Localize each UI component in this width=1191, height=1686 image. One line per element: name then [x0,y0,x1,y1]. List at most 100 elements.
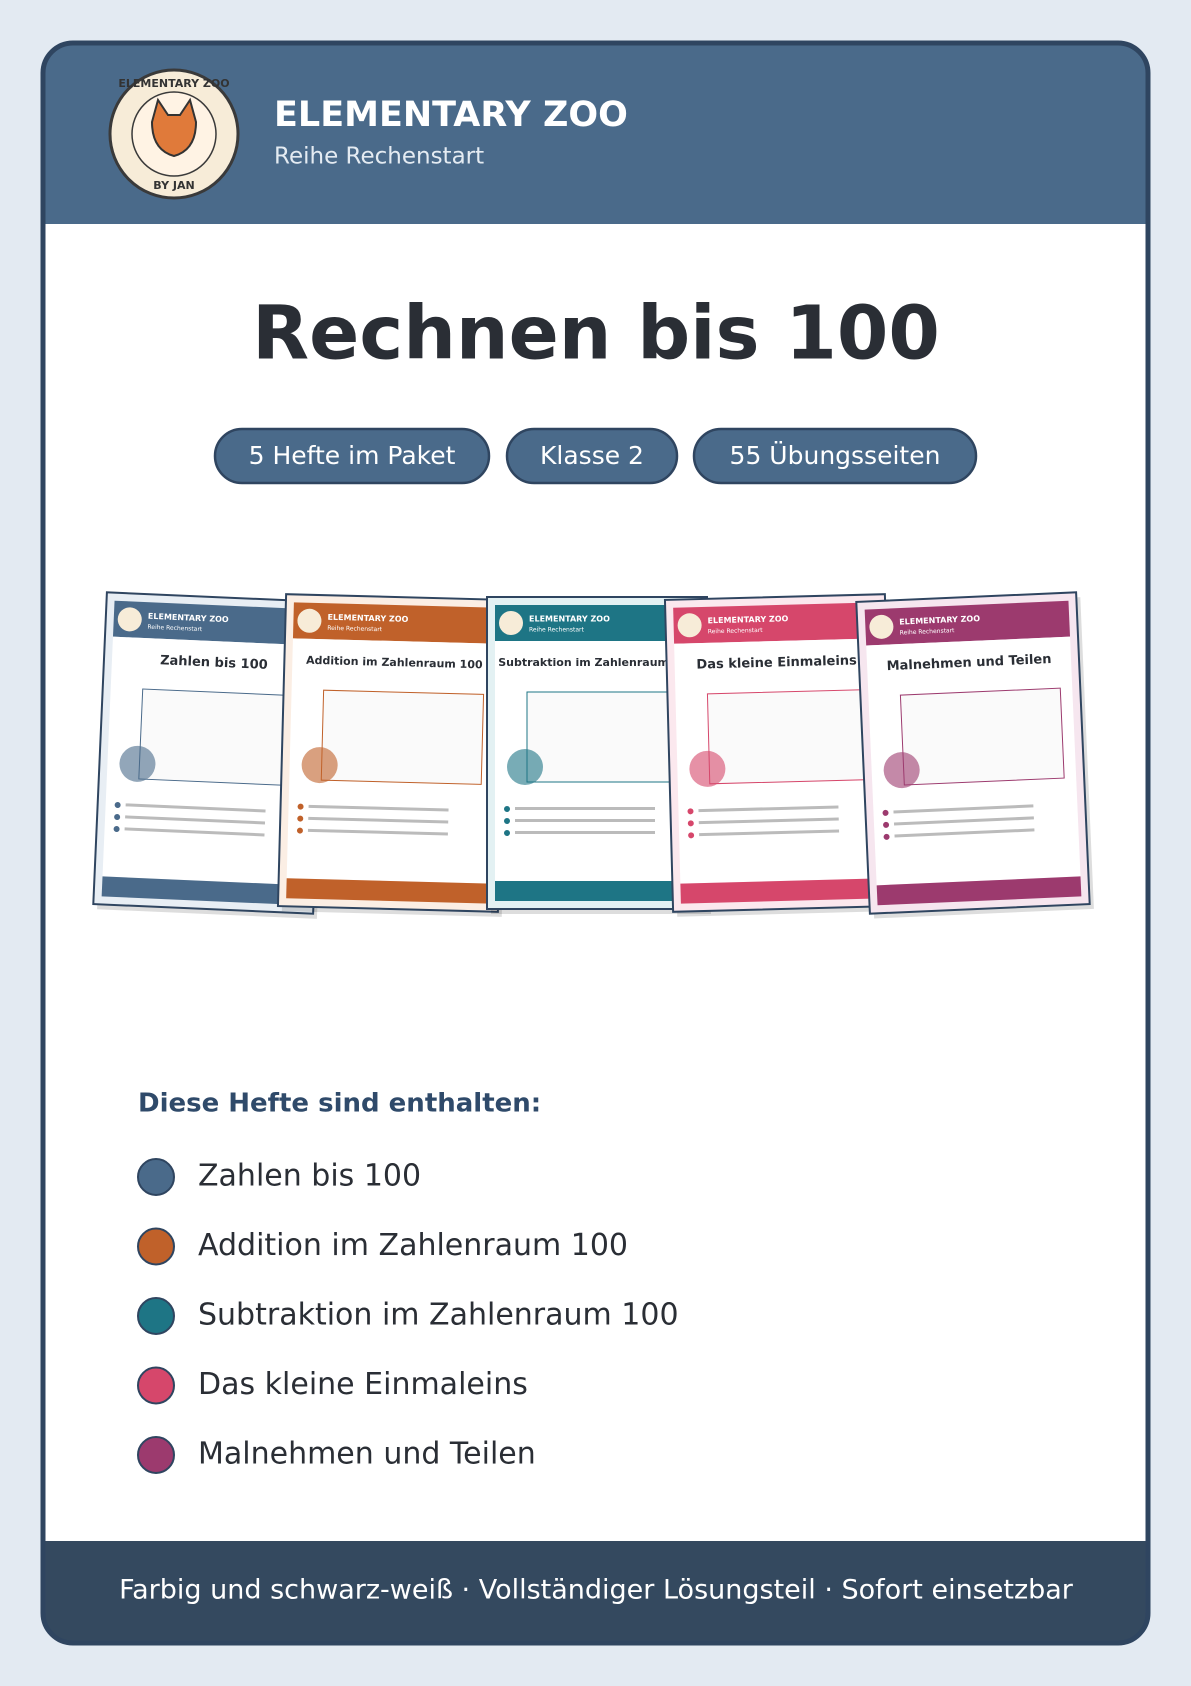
pill-label: 5 Hefte im Paket [249,441,456,470]
booklet-bullet [114,802,121,809]
booklet-series: Reihe Rechenstart [327,625,383,633]
booklet-brand: ELEMENTARY ZOO [327,613,408,624]
booklet-bullet [882,809,889,816]
list-bullet [137,1366,175,1405]
booklet-line [893,804,1034,814]
footer-text: Farbig und schwarz-weiß · Vollständiger … [119,1575,1074,1606]
booklet-series: Reihe Rechenstart [147,624,203,633]
booklet-logo [677,613,702,638]
footer-band [43,1541,1148,1643]
booklet-mascot [119,745,156,782]
booklet-series: Reihe Rechenstart [708,627,764,635]
booklet-header [292,602,498,644]
booklet-logo [297,608,322,633]
booklet-header [864,600,1071,646]
booklet-bullet [688,832,695,839]
booklet-line [125,815,266,825]
booklet-preview [899,687,1065,786]
booklet-bullet [687,808,694,815]
main-title: Rechnen bis 100 [252,291,940,377]
pill-label: 55 Übungsseiten [730,441,941,470]
booklet-line [308,804,449,812]
booklet-bullet [883,833,890,840]
booklet-brand: ELEMENTARY ZOO [707,614,788,625]
booklet-footer [495,881,699,901]
booklet-bullet [114,814,121,821]
logo-text: ELEMENTARY ZOO [118,77,229,90]
pill [213,427,491,485]
booklet-footer [101,876,307,906]
booklet-line [515,807,655,810]
booklet-line [124,827,265,837]
booklet-bullet [297,815,304,822]
pill [505,427,679,485]
list-bullet [137,1227,175,1266]
booklet-logo [869,614,894,639]
booklet-mascot [507,749,543,785]
booklet-preview [138,688,304,787]
booklet-line [893,816,1034,826]
booklet-footer [286,878,491,904]
booklet-line [125,803,266,813]
booklet-line [515,831,655,834]
booklet-footer [680,878,885,904]
list-item: Das kleine Einmaleins [198,1367,528,1402]
booklet-header [673,602,879,644]
booklet-logo [117,607,142,632]
booklet-preview [706,689,871,785]
booklet-brand: ELEMENTARY ZOO [148,612,229,625]
booklet-mascot [883,752,920,789]
booklet-title: Malnehmen und Teilen [886,652,1051,674]
booklet-line [515,819,655,822]
booklet-bullet [113,825,120,832]
booklet-line [307,828,448,836]
list-bullet [137,1158,175,1196]
booklet-logo [499,611,523,635]
booklet: ELEMENTARY ZOO Reihe Rechenstart Das klein… [663,593,898,917]
card-border [40,40,1151,1646]
booklet-line [698,817,839,825]
booklet-line [698,805,839,813]
booklet-bullet [504,818,510,824]
list-item: Malnehmen und Teilen [198,1437,536,1472]
pill [692,427,978,485]
pill-label: Klasse 2 [540,441,644,470]
list-bullet [137,1297,175,1335]
booklet-bullet [883,821,890,828]
booklet-bullet [504,830,510,836]
booklet-series: Reihe Rechenstart [900,627,956,636]
booklet-bullet [504,806,510,812]
booklet-title: Subtraktion im Zahlenraum 100 [498,656,696,669]
booklet-brand: ELEMENTARY ZOO [529,615,610,624]
booklet-header [112,600,319,646]
booklet-bullet [296,827,303,834]
booklet-preview [320,689,485,785]
booklet-line [308,816,449,824]
booklet-title: Addition im Zahlenraum 100 [306,654,483,672]
booklet-line [894,828,1035,838]
booklet-series: Reihe Rechenstart [529,627,584,634]
series: Reihe Rechenstart [274,144,484,170]
booklet-brand: ELEMENTARY ZOO [899,614,980,627]
list-item: Zahlen bis 100 [198,1159,421,1194]
logo-text: BY JAN [153,179,194,192]
logo: ELEMENTARY ZOO BY JAN [108,68,240,200]
list-heading: Diese Hefte sind enthalten: [138,1089,541,1119]
booklet-title: Zahlen bis 100 [160,653,268,673]
booklet-bullet [297,803,304,810]
booklet-line [699,829,840,837]
booklet-preview [526,691,688,783]
booklet-footer [876,876,1082,906]
booklet-mascot [689,750,726,787]
brand: ELEMENTARY ZOO [274,95,628,135]
list-item: Subtraktion im Zahlenraum 100 [198,1298,679,1333]
booklet-bullet [687,820,694,827]
booklet-title: Das kleine Einmaleins [696,653,857,672]
list-bullet [137,1436,175,1474]
list-item: Addition im Zahlenraum 100 [198,1228,628,1263]
booklet-mascot [301,747,338,784]
